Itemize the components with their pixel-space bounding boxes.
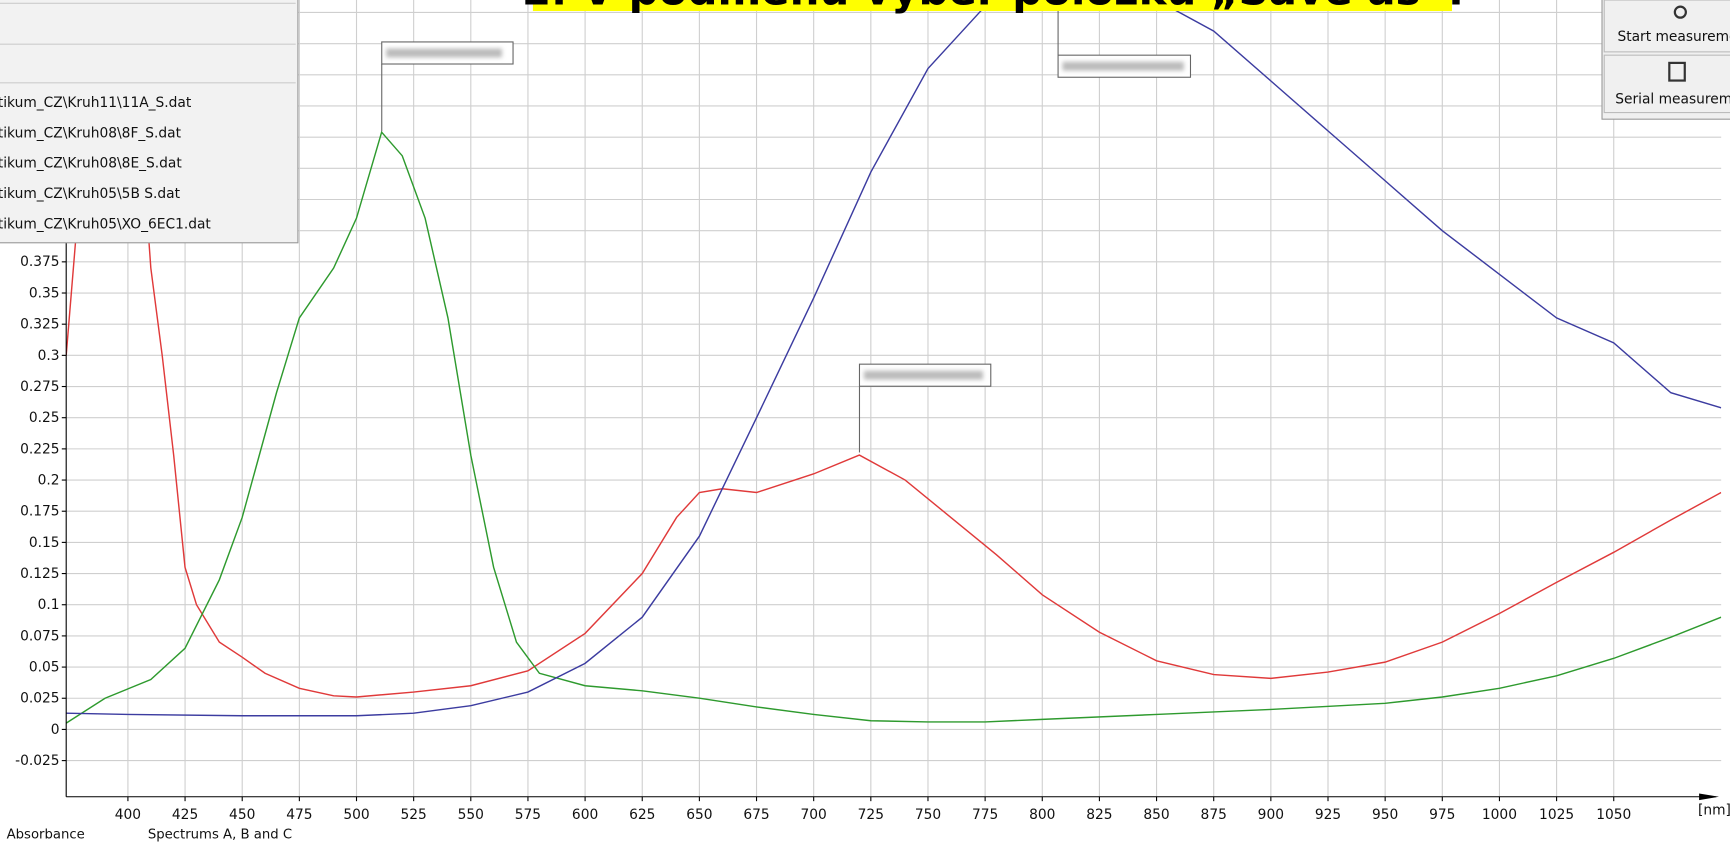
banner	[532, 0, 1452, 12]
x-tick-label: 1000	[1482, 807, 1517, 823]
x-tick-label: 575	[515, 807, 541, 823]
file-item[interactable]: tikum_CZ\Kruh05\5B S.dat	[0, 186, 181, 202]
x-tick-label: 675	[743, 807, 769, 823]
y-tick-label: 0.125	[20, 566, 59, 582]
y-tick-label: 0.35	[29, 285, 60, 301]
y-tick-label: 0.15	[29, 535, 60, 551]
grid: -0.025 0 0.025 0.05 0.075 0.1 0.125 0.15 0.175 0.…	[15, 0, 1722, 823]
spectrum-line	[66, 130, 1722, 724]
y-tick-label: 0	[51, 722, 60, 738]
x-tick-label: 850	[1143, 807, 1169, 823]
y-tick-label: 0.05	[29, 659, 60, 675]
y-tick-label: 0.225	[20, 441, 59, 457]
x-tick-label: 925	[1315, 807, 1341, 823]
serial-icon	[1668, 61, 1686, 82]
file-item[interactable]: tikum_CZ\Kruh11\11A_S.dat	[0, 95, 192, 111]
file-item[interactable]: tikum_CZ\Kruh08\8F_S.dat	[0, 125, 182, 141]
file-menu	[0, 0, 299, 244]
x-tick-label: 1025	[1539, 807, 1574, 823]
x-tick-label: 550	[458, 807, 484, 823]
x-tick-label: 650	[686, 807, 712, 823]
button-label[interactable]: Start measuremen	[1617, 29, 1730, 45]
y-label: Absorbance	[7, 828, 85, 842]
y-tick-label: -0.025	[15, 753, 59, 769]
x-tick-label: 725	[858, 807, 884, 823]
y-tick-label: 0.025	[20, 691, 59, 707]
banner-text: 2. V podmenu vyber položku „Save as“.	[522, 0, 1464, 14]
x-tick-label: 600	[572, 807, 598, 823]
x-tick-label: 950	[1372, 807, 1398, 823]
x-tick-label: 625	[629, 807, 655, 823]
caption: Spectrums A, B and C	[148, 828, 292, 842]
y-tick-label: 0.275	[20, 379, 59, 395]
x-tick-label: 400	[115, 807, 141, 823]
camera-icon	[1673, 5, 1687, 19]
y-tick-label: 0.2	[38, 472, 60, 488]
axis-arrow	[1699, 793, 1719, 801]
x-tick-label: 700	[801, 807, 827, 823]
blurred-label	[386, 48, 1184, 380]
file-item[interactable]: tikum_CZ\Kruh05\XO_6EC1.dat	[0, 216, 211, 232]
y-tick-label: 0.325	[20, 317, 59, 333]
y-tick-label: 0.25	[29, 410, 60, 426]
x-unit: [nm]	[1698, 802, 1730, 818]
spectrum-line	[66, 0, 1722, 717]
x-tick-label: 875	[1201, 807, 1227, 823]
x-tick-label: 975	[1429, 807, 1455, 823]
y-tick-label: 0.375	[20, 254, 59, 270]
y-tick-label: 0.175	[20, 504, 59, 520]
x-tick-label: 900	[1258, 807, 1284, 823]
x-tick-label: 525	[400, 807, 426, 823]
x-tick-label: 750	[915, 807, 941, 823]
x-tick-label: 800	[1029, 807, 1055, 823]
file-item[interactable]: tikum_CZ\Kruh08\8E_S.dat	[0, 156, 182, 172]
y-tick-label: 0.075	[20, 628, 59, 644]
button[interactable]	[1603, 0, 1730, 53]
x-tick-label: 1050	[1596, 807, 1631, 823]
y-tick-label: 0.1	[38, 597, 60, 613]
x-tick-label: 775	[972, 807, 998, 823]
plot-area	[66, 0, 1722, 724]
x-tick-label: 425	[172, 807, 198, 823]
x-tick-label: 500	[343, 807, 369, 823]
spectrum-line	[66, 0, 1722, 698]
button[interactable]	[1603, 54, 1730, 114]
x-tick-label: 825	[1086, 807, 1112, 823]
y-tick-label: 0.3	[38, 348, 60, 364]
x-tick-label: 475	[286, 807, 312, 823]
x-tick-label: 450	[229, 807, 255, 823]
button-label[interactable]: Serial measureme	[1615, 92, 1730, 108]
